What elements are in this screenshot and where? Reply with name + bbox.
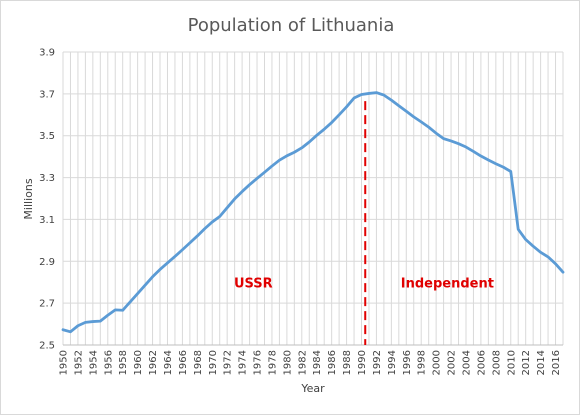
x-tick-label: 2004: [461, 350, 472, 375]
x-tick-label: 1990: [357, 350, 368, 375]
x-tick-label: 1992: [372, 350, 383, 375]
x-tick-label: 2008: [491, 350, 502, 375]
annotation-label: Independent: [401, 276, 494, 291]
annotations: USSR Independent: [234, 276, 494, 291]
x-tick-label: 1972: [223, 350, 234, 375]
x-tick-label: 1986: [327, 350, 338, 375]
x-tick-label: 2012: [521, 350, 532, 375]
x-axis-title: Year: [300, 382, 325, 395]
x-tick-label: 1966: [178, 350, 189, 375]
x-tick-label: 1994: [387, 350, 398, 375]
x-tick-label: 1968: [193, 350, 204, 375]
y-tick-label: 3.3: [39, 173, 55, 184]
x-tick-label: 1956: [103, 350, 114, 375]
y-tick-label: 3.9: [39, 48, 55, 59]
x-tick-label: 1978: [267, 350, 278, 375]
x-tick-label: 1952: [73, 350, 84, 375]
x-tick-label: 1996: [402, 350, 413, 375]
y-tick-label: 2.9: [39, 257, 55, 268]
x-tick-label: 1950: [59, 350, 70, 375]
x-tick-label: 1998: [417, 350, 428, 375]
x-tick-label: 2000: [432, 350, 443, 375]
y-tick-label: 3.7: [39, 89, 55, 100]
x-tick-label: 2006: [476, 350, 487, 375]
x-tick-label: 1970: [208, 350, 219, 375]
x-tick-label: 2016: [551, 350, 562, 375]
grid: [62, 51, 564, 346]
x-tick-label: 2010: [506, 350, 517, 375]
x-tick-label: 1954: [88, 350, 99, 375]
series-line-population: [61, 91, 565, 334]
y-tick-label: 2.5: [39, 341, 55, 352]
x-tick-label: 1988: [342, 350, 353, 375]
x-axis-tick-labels: 1950 1952 1954 1956 1958 1960 1962 1964 1966 1968…: [59, 350, 563, 375]
x-tick-label: 1960: [133, 350, 144, 375]
x-tick-label: 1984: [312, 350, 323, 375]
x-tick-label: 1976: [253, 350, 264, 375]
x-tick-label: 1964: [163, 350, 174, 375]
x-tick-label: 1962: [148, 350, 159, 375]
x-tick-label: 1982: [297, 350, 308, 375]
y-axis-tick-labels: 2.5 2.7 2.9 3.1 3.3 3.5 3.7 3.9: [39, 48, 55, 352]
x-tick-label: 2002: [447, 350, 458, 375]
x-tick-label: 2014: [536, 350, 547, 375]
annotation-label: USSR: [234, 276, 273, 291]
x-tick-label: 1980: [282, 350, 293, 375]
chart-title: Population of Lithuania: [188, 15, 395, 36]
y-axis-title: Millions: [22, 178, 35, 219]
y-tick-label: 2.7: [39, 299, 55, 310]
x-tick-label: 1974: [238, 350, 249, 375]
x-tick-label: 1958: [118, 350, 129, 375]
y-tick-label: 3.1: [39, 215, 55, 226]
y-tick-label: 3.5: [39, 131, 55, 142]
